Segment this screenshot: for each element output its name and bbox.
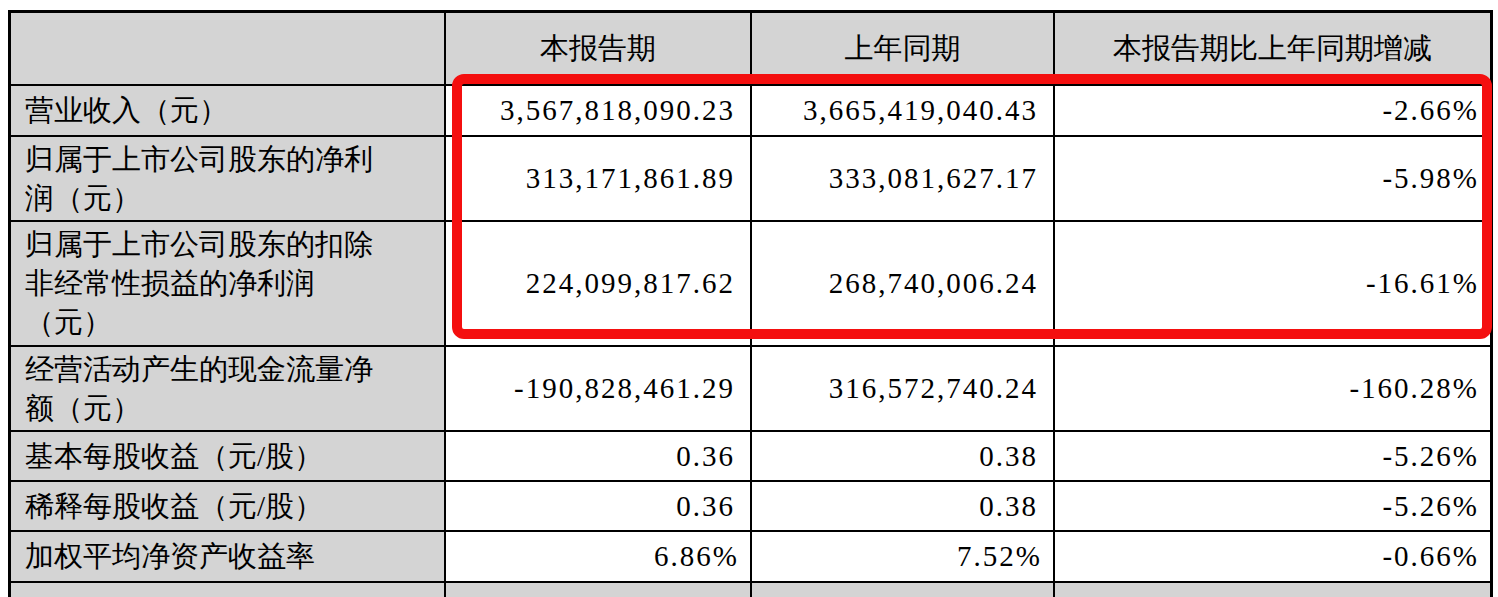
diluted-eps-prior-cell: 0.38 — [752, 482, 1055, 532]
diluted-eps-change-cell: -5.26% — [1055, 482, 1493, 532]
weighted-roe-change-cell: -0.66% — [1055, 532, 1493, 583]
clipped-row-current-cell — [446, 583, 752, 597]
deducted-net-profit-prior-cell: 268,740,006.24 — [752, 222, 1055, 347]
header-empty-cell — [11, 13, 446, 86]
weighted-roe-current-cell: 6.86% — [446, 532, 752, 583]
row-label-diluted-eps: 稀释每股收益（元/股） — [11, 482, 446, 532]
header-current-period: 本报告期 — [446, 13, 752, 86]
revenue-current-cell: 3,567,818,090.23 — [446, 86, 752, 137]
row-label-revenue: 营业收入（元） — [11, 86, 446, 137]
operating-cash-flow-prior-cell: 316,572,740.24 — [752, 347, 1055, 432]
weighted-roe-prior-cell: 7.52% — [752, 532, 1055, 583]
deducted-net-profit-current-cell: 224,099,817.62 — [446, 222, 752, 347]
basic-eps-change-cell: -5.26% — [1055, 432, 1493, 482]
clipped-row-change-cell — [1055, 583, 1493, 597]
deducted-net-profit-change-cell: -16.61% — [1055, 222, 1493, 347]
diluted-eps-current-cell: 0.36 — [446, 482, 752, 532]
row-label-deducted-net-profit: 归属于上市公司股东的扣除 非经常性损益的净利润 （元） — [11, 222, 446, 347]
net-profit-prior-cell: 333,081,627.17 — [752, 137, 1055, 222]
basic-eps-current-cell: 0.36 — [446, 432, 752, 482]
row-label-weighted-roe: 加权平均净资产收益率 — [11, 532, 446, 583]
clipped-row-label-cell — [11, 583, 446, 597]
basic-eps-prior-cell: 0.38 — [752, 432, 1055, 482]
clipped-row-prior-cell — [752, 583, 1055, 597]
header-change: 本报告期比上年同期增减 — [1055, 13, 1493, 86]
financial-summary-table: 本报告期 上年同期 本报告期比上年同期增减 营业收入（元） 3,567,818,… — [8, 10, 1493, 597]
net-profit-change-cell: -5.98% — [1055, 137, 1493, 222]
operating-cash-flow-current-cell: -190,828,461.29 — [446, 347, 752, 432]
revenue-prior-cell: 3,665,419,040.43 — [752, 86, 1055, 137]
net-profit-current-cell: 313,171,861.89 — [446, 137, 752, 222]
row-label-basic-eps: 基本每股收益（元/股） — [11, 432, 446, 482]
row-label-operating-cash-flow: 经营活动产生的现金流量净 额（元） — [11, 347, 446, 432]
header-prior-period: 上年同期 — [752, 13, 1055, 86]
revenue-change-cell: -2.66% — [1055, 86, 1493, 137]
row-label-net-profit: 归属于上市公司股东的净利 润（元） — [11, 137, 446, 222]
operating-cash-flow-change-cell: -160.28% — [1055, 347, 1493, 432]
